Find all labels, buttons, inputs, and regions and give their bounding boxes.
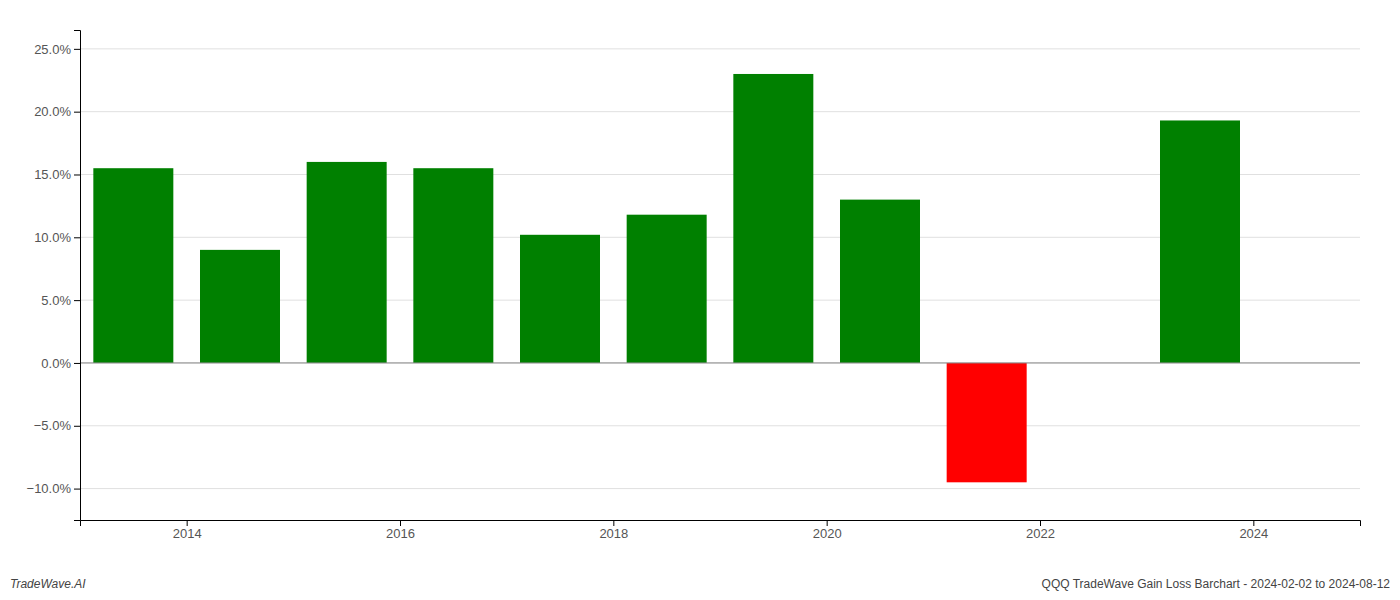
y-tick-label: 25.0%: [34, 42, 71, 57]
footer-right: QQQ TradeWave Gain Loss Barchart - 2024-…: [1042, 577, 1391, 591]
y-tick-label: 10.0%: [34, 230, 71, 245]
y-tick-mark: [74, 237, 80, 238]
bar: [413, 168, 493, 363]
y-tick-mark: [74, 174, 80, 175]
x-tick-label: 2022: [1026, 526, 1055, 541]
y-tick-mark: [74, 363, 80, 364]
y-tick: 20.0%: [34, 104, 80, 119]
bar: [93, 168, 173, 363]
bar: [1160, 120, 1240, 362]
grid-line: [80, 111, 1360, 112]
grid-line: [80, 362, 1360, 363]
x-tick: 2024: [1239, 520, 1268, 541]
y-axis: −10.0% −5.0% 0.0% 5.0% 10.0% 15.0% 20.0% 25.0%: [27, 31, 81, 521]
y-tick-label: 5.0%: [41, 293, 71, 308]
grid: [80, 49, 1360, 489]
x-tick-mark: [1040, 520, 1041, 526]
x-tick-label: 2014: [173, 526, 202, 541]
y-tick: 15.0%: [34, 167, 80, 182]
y-tick-mark: [74, 426, 80, 427]
y-tick-mark: [74, 112, 80, 113]
y-tick-label: 20.0%: [34, 104, 71, 119]
x-tick: 2016: [386, 520, 415, 541]
x-tick: 2022: [1026, 520, 1055, 541]
bar: [733, 74, 813, 363]
x-axis-line: [81, 521, 1361, 527]
x-tick: 2018: [599, 520, 628, 541]
x-tick-label: 2018: [599, 526, 628, 541]
bar: [840, 200, 920, 363]
x-tick-label: 2024: [1239, 526, 1268, 541]
chart: −10.0% −5.0% 0.0% 5.0% 10.0% 15.0% 20.0% 25.0% 2…: [0, 0, 1400, 600]
y-tick: −5.0%: [34, 418, 80, 433]
x-tick-label: 2016: [386, 526, 415, 541]
bar: [520, 235, 600, 363]
grid-line: [80, 425, 1360, 426]
y-tick-label: −10.0%: [27, 481, 72, 496]
grid-line: [80, 488, 1360, 489]
y-tick-label: −5.0%: [34, 418, 72, 433]
plot-area: [93, 74, 1240, 482]
y-tick: 10.0%: [34, 230, 80, 245]
x-tick: 2014: [173, 520, 202, 541]
x-axis: 2014 2016 2018 2020 2022 2024: [81, 520, 1361, 541]
bar: [200, 250, 280, 363]
y-tick: 0.0%: [41, 356, 80, 371]
y-tick-label: 0.0%: [41, 356, 71, 371]
x-tick-mark: [1253, 520, 1254, 526]
bar: [307, 162, 387, 363]
zero-line: [80, 362, 1360, 363]
y-tick-mark: [74, 489, 80, 490]
y-tick: −10.0%: [27, 481, 80, 496]
footer-left: TradeWave.AI: [10, 577, 86, 591]
y-axis-line: [74, 31, 81, 521]
grid-line: [80, 48, 1360, 49]
y-tick: 25.0%: [34, 42, 80, 57]
x-tick-mark: [613, 520, 614, 526]
y-tick-mark: [74, 300, 80, 301]
x-tick-mark: [187, 520, 188, 526]
x-tick: 2020: [813, 520, 842, 541]
bar: [627, 215, 707, 363]
x-tick-mark: [400, 520, 401, 526]
y-tick-label: 15.0%: [34, 167, 71, 182]
x-tick-mark: [827, 520, 828, 526]
y-tick: 5.0%: [41, 293, 80, 308]
x-tick-label: 2020: [813, 526, 842, 541]
y-tick-mark: [74, 49, 80, 50]
bar: [947, 363, 1027, 482]
